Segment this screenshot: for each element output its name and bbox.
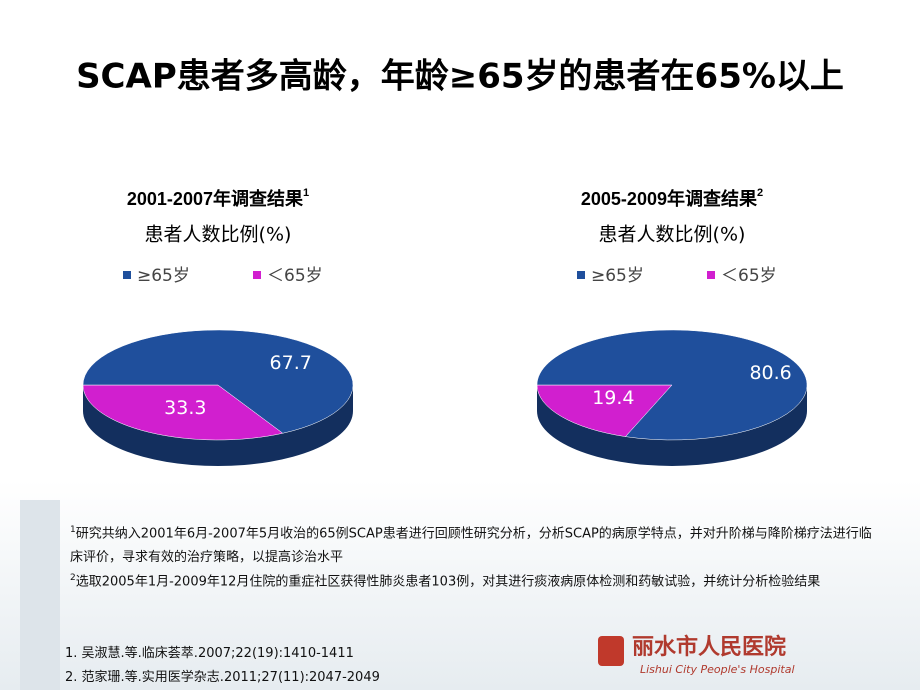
chart-subtitle: 患者人数比例(%)	[599, 224, 746, 246]
chart-title: 2001-2007年调查结果1	[127, 187, 309, 209]
pie-side	[83, 385, 353, 466]
data-label: 80.6	[749, 362, 791, 384]
legend-label: ＜65岁	[721, 266, 777, 286]
pie-slice	[82, 384, 284, 441]
pie-slice	[536, 384, 673, 437]
chart-subtitle: 患者人数比例(%)	[145, 224, 292, 246]
data-label: 67.7	[270, 352, 312, 374]
logo-english: Lishui City People's Hospital	[640, 663, 795, 676]
building	[20, 500, 60, 690]
chart-title-note: 1	[303, 187, 309, 199]
legend-label: ≥65岁	[591, 266, 644, 286]
data-label: 19.4	[592, 387, 634, 409]
ref-marker: 1.	[65, 646, 78, 661]
legend-label: ≥65岁	[137, 266, 190, 286]
reference: 2. 范家珊.等.实用医学杂志.2011;27(11):2047-2049	[65, 666, 380, 685]
pie-slice	[82, 329, 354, 434]
data-label: 33.3	[164, 397, 206, 419]
note: 1研究共纳入2001年6月-2007年5月收治的65例SCAP患者进行回顾性研究…	[70, 518, 880, 570]
note-text: 选取2005年1月-2009年12月住院的重症社区获得性肺炎患者103例，对其进…	[75, 574, 821, 590]
reference: 1. 吴淑慧.等.临床荟萃.2007;22(19):1410-1411	[65, 642, 354, 661]
background	[0, 480, 920, 690]
logo-icon	[598, 636, 624, 666]
chart-title-note: 2	[757, 187, 763, 199]
ref-marker: 2.	[65, 670, 78, 685]
slide-title: SCAP患者多高龄，年龄≥65岁的患者在65%以上	[76, 57, 844, 97]
pie-side	[537, 385, 807, 466]
legend-swatch	[707, 271, 715, 279]
chart-title-text: 2001-2007年调查结果	[127, 188, 304, 209]
chart-title: 2005-2009年调查结果2	[581, 187, 763, 209]
pie-slice	[536, 329, 808, 441]
logo: 丽水市人民医院 Lishui City People's Hospital	[598, 634, 795, 676]
ref-text: 范家珊.等.实用医学杂志.2011;27(11):2047-2049	[81, 670, 380, 685]
legend-swatch	[123, 271, 131, 279]
logo-name: 丽水市人民医院	[632, 634, 786, 660]
chart-title-text: 2005-2009年调查结果	[581, 188, 758, 209]
note: 2选取2005年1月-2009年12月住院的重症社区获得性肺炎患者103例，对其…	[70, 566, 880, 594]
legend-swatch	[577, 271, 585, 279]
legend-swatch	[253, 271, 261, 279]
note-text: 研究共纳入2001年6月-2007年5月收治的65例SCAP患者进行回顾性研究分…	[70, 526, 872, 566]
legend-label: ＜65岁	[267, 266, 323, 286]
note-marker: 1	[70, 525, 76, 535]
ref-text: 吴淑慧.等.临床荟萃.2007;22(19):1410-1411	[81, 646, 354, 661]
note-marker: 2	[70, 573, 76, 583]
